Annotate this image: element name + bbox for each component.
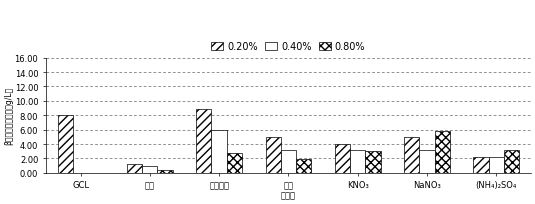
Bar [281,150,296,173]
Bar [142,166,157,173]
Legend: 0.20%, 0.40%, 0.80%: 0.20%, 0.40%, 0.80% [208,38,369,56]
Bar [404,137,419,173]
Bar [58,116,73,173]
Bar [365,151,380,173]
Bar [335,144,350,173]
Bar [227,153,242,173]
Bar [211,130,227,173]
Bar [296,159,311,173]
Bar [196,110,211,173]
Bar [350,150,365,173]
Bar [157,170,173,173]
Bar [127,164,142,173]
Y-axis label: β－グルカン濃度（g/L）: β－グルカン濃度（g/L） [4,87,13,145]
Bar [504,150,519,173]
Bar [265,137,281,173]
Bar [419,150,434,173]
Bar [488,157,504,173]
Bar [434,131,450,173]
Bar [473,157,488,173]
